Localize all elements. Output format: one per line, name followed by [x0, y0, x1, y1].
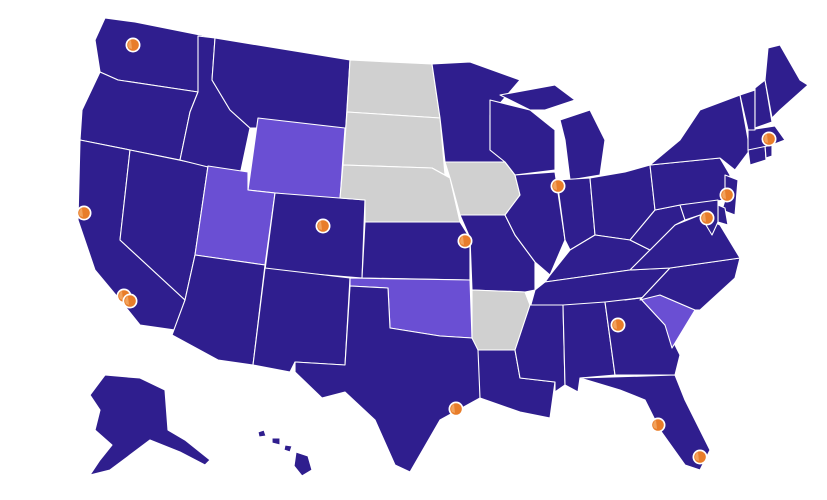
- location-dot-icon[interactable]: [76, 205, 92, 221]
- location-dot-icon[interactable]: [610, 317, 626, 333]
- state-ak[interactable]: [89, 374, 211, 476]
- states-layer: [77, 17, 809, 477]
- location-dot-icon[interactable]: [448, 401, 464, 417]
- state-il[interactable]: [504, 171, 566, 276]
- state-nd[interactable]: [346, 59, 441, 119]
- state-co[interactable]: [264, 192, 366, 279]
- state-md[interactable]: [679, 199, 719, 236]
- location-dot-icon[interactable]: [761, 131, 777, 147]
- location-dot-icon[interactable]: [125, 37, 141, 53]
- location-dot-icon[interactable]: [550, 178, 566, 194]
- state-wy[interactable]: [247, 117, 346, 201]
- state-nh[interactable]: [754, 79, 773, 129]
- state-mi[interactable]: [499, 84, 606, 181]
- state-ny[interactable]: [649, 94, 751, 171]
- state-az[interactable]: [171, 254, 266, 366]
- state-hi[interactable]: [257, 429, 313, 477]
- location-dot-icon[interactable]: [457, 233, 473, 249]
- location-dot-icon[interactable]: [650, 417, 666, 433]
- markers-layer: [76, 37, 777, 465]
- state-tx[interactable]: [294, 285, 481, 473]
- state-fl[interactable]: [579, 374, 711, 471]
- state-vt[interactable]: [739, 89, 756, 131]
- location-dot-icon[interactable]: [692, 449, 708, 465]
- state-ks[interactable]: [361, 221, 471, 281]
- location-dot-icon[interactable]: [122, 293, 138, 309]
- state-me[interactable]: [764, 44, 809, 119]
- state-nm[interactable]: [252, 267, 351, 373]
- state-ri[interactable]: [764, 144, 773, 159]
- location-dot-icon[interactable]: [719, 187, 735, 203]
- location-dot-icon[interactable]: [315, 218, 331, 234]
- location-dot-icon[interactable]: [699, 210, 715, 226]
